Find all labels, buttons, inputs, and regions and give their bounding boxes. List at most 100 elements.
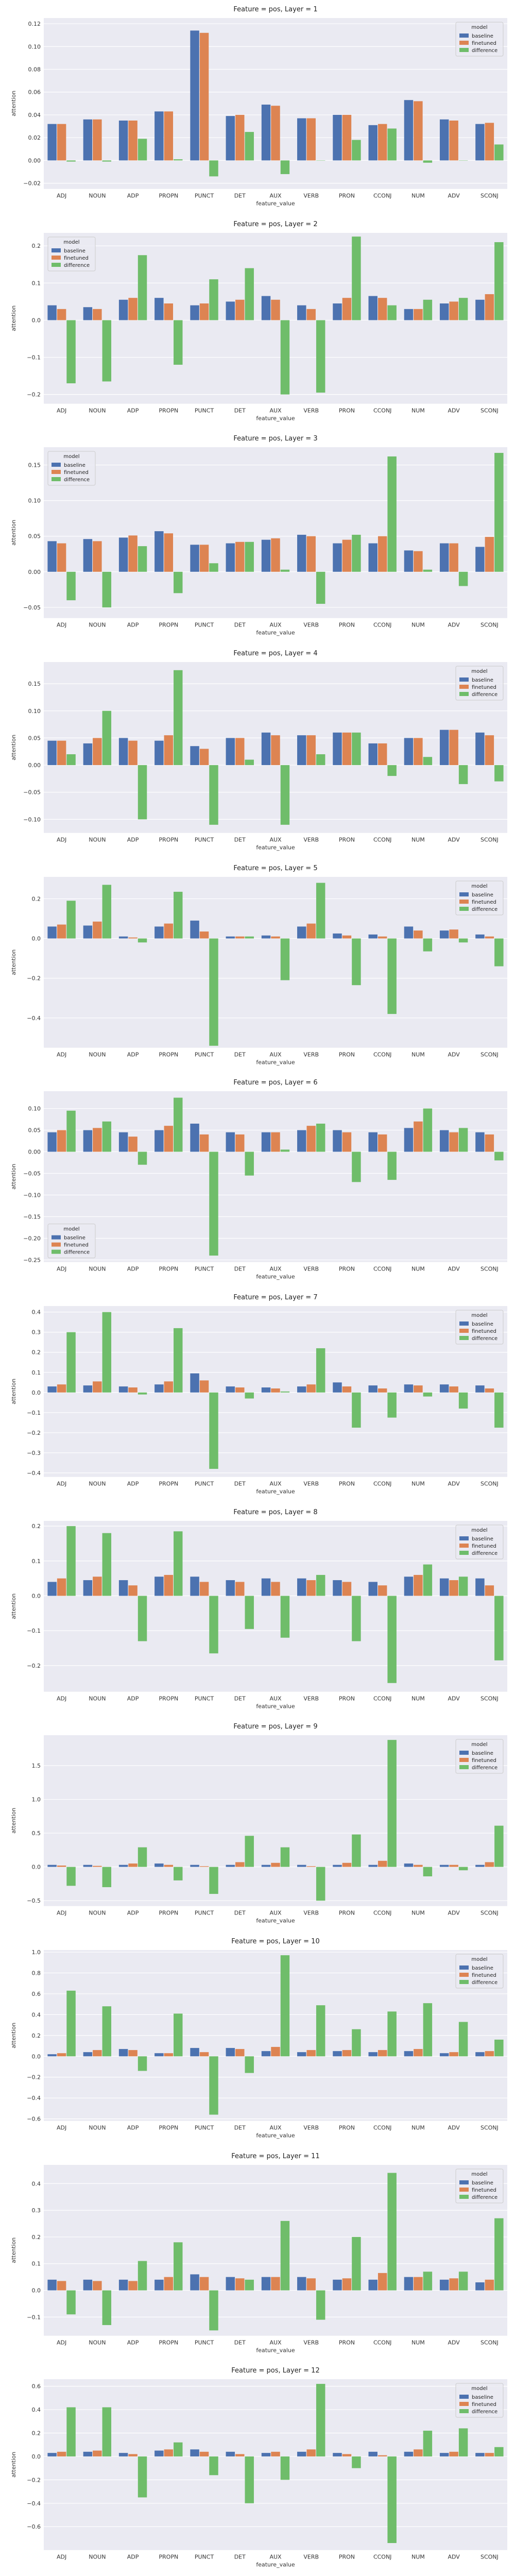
bar-difference-NOUN	[102, 2407, 112, 2457]
legend-entry: finetuned	[472, 2402, 496, 2408]
legend-swatch	[459, 1965, 469, 1970]
bar-finetuned-ADJ	[57, 2452, 66, 2457]
bar-finetuned-ADP	[128, 1387, 138, 1393]
x-tick-label: NOUN	[89, 1266, 106, 1273]
bar-baseline-PROPN	[154, 297, 164, 320]
bar-difference-ADV	[458, 1392, 468, 1409]
bar-difference-ADP	[138, 255, 147, 320]
bar-difference-PROPN	[174, 1867, 183, 1881]
legend-swatch	[459, 892, 469, 896]
x-tick-label: ADP	[127, 2554, 139, 2561]
bar-baseline-SCONJ	[475, 299, 485, 320]
x-tick-label: ADP	[127, 1266, 139, 1273]
legend-box	[455, 22, 504, 57]
bar-finetuned-SCONJ	[485, 2051, 494, 2057]
bar-difference-NUM	[423, 160, 433, 163]
bar-baseline-PUNCT	[190, 2048, 199, 2057]
bar-finetuned-VERB	[306, 2278, 316, 2291]
chart-title: Feature = pos, Layer = 4	[233, 650, 317, 657]
bar-difference-VERB	[316, 320, 325, 393]
y-tick-label: −0.05	[23, 1171, 41, 1177]
bar-baseline-ADJ	[47, 2279, 57, 2291]
bar-baseline-NOUN	[83, 743, 93, 766]
bar-baseline-PRON	[333, 2051, 342, 2057]
bar-difference-PRON	[352, 1392, 361, 1428]
bar-finetuned-ADV	[449, 121, 458, 161]
bar-finetuned-DET	[235, 936, 245, 939]
legend-swatch	[459, 906, 469, 911]
legend-box	[455, 2383, 504, 2418]
y-tick-label: 0.4	[32, 2406, 41, 2413]
y-tick-label: 0.06	[28, 89, 41, 96]
x-tick-label: SCONJ	[480, 2554, 499, 2561]
x-tick-label: NOUN	[89, 1051, 106, 1058]
bar-baseline-PUNCT	[190, 30, 199, 161]
bar-baseline-NOUN	[83, 2452, 93, 2457]
legend-swatch	[52, 262, 61, 267]
chart-panel-4: −0.10 −0.05 0.00 0.05 0.10 0.15 ADJ NOUN ADP PROP…	[10, 650, 507, 851]
y-tick-label: 0.15	[28, 681, 41, 687]
chart-panel-9: −0.5 0.0 0.5 1.0 1.5 ADJ NOUN ADP PROPN PUNCT DET A…	[10, 1723, 507, 1924]
bar-finetuned-SCONJ	[485, 2453, 494, 2457]
bar-difference-VERB	[316, 1867, 325, 1901]
legend-swatch	[459, 1336, 469, 1340]
x-tick-label: PUNCT	[195, 1266, 214, 1273]
bar-baseline-NUM	[404, 1863, 414, 1867]
bar-baseline-ADV	[439, 1578, 449, 1596]
y-tick-label: 0.1	[32, 1369, 41, 1376]
legend-box	[455, 1524, 504, 1560]
x-tick-label: AUX	[269, 1481, 282, 1487]
legend-box	[47, 1224, 96, 1259]
y-tick-label: 0.2	[32, 2430, 41, 2437]
legend-swatch	[459, 1751, 469, 1755]
bar-difference-DET	[245, 936, 254, 939]
bar-difference-NUM	[423, 570, 433, 572]
bar-finetuned-PUNCT	[199, 931, 209, 939]
y-axis-label: attention	[10, 1379, 17, 1404]
bar-baseline-ADJ	[47, 1132, 57, 1152]
plot-background	[44, 18, 507, 189]
bar-finetuned-NOUN	[93, 1128, 102, 1152]
legend-box	[455, 2168, 504, 2204]
bar-finetuned-AUX	[271, 106, 280, 161]
bar-finetuned-VERB	[306, 118, 316, 161]
x-tick-label: SCONJ	[480, 1266, 499, 1273]
bar-finetuned-NOUN	[93, 2050, 102, 2057]
bar-baseline-DET	[226, 301, 235, 320]
bar-difference-ADP	[138, 1392, 147, 1395]
bar-baseline-AUX	[261, 2051, 271, 2057]
x-tick-label: NUM	[411, 2125, 425, 2131]
bar-difference-PROPN	[174, 670, 183, 766]
x-tick-label: ADV	[448, 2125, 460, 2131]
legend-swatch	[52, 248, 61, 252]
legend-swatch	[459, 33, 469, 38]
bar-difference-ADJ	[66, 1111, 76, 1152]
chart-title: Feature = pos, Layer = 6	[233, 1079, 317, 1087]
x-tick-label: PROPN	[159, 837, 178, 843]
legend-swatch	[459, 41, 469, 45]
bar-difference-VERB	[316, 754, 325, 766]
bar-finetuned-PRON	[342, 2278, 352, 2291]
x-tick-label: AUX	[269, 1051, 282, 1058]
legend-swatch	[52, 1249, 61, 1254]
y-tick-label: 0.1	[32, 280, 41, 286]
bar-finetuned-ADV	[449, 1132, 458, 1152]
bar-difference-DET	[245, 2056, 254, 2073]
bar-difference-AUX	[280, 1149, 290, 1152]
bar-difference-PUNCT	[209, 765, 218, 825]
legend-entry: difference	[64, 1250, 90, 1256]
bar-finetuned-NOUN	[93, 1576, 102, 1596]
bar-baseline-CCONJ	[368, 1385, 377, 1393]
bar-difference-DET	[245, 1596, 254, 1629]
legend-entry: difference	[472, 692, 497, 698]
bar-finetuned-AUX	[271, 538, 280, 572]
bar-baseline-ADV	[439, 930, 449, 939]
legend-entry: difference	[64, 477, 90, 483]
bar-difference-PRON	[352, 140, 361, 161]
bar-baseline-ADV	[439, 2053, 449, 2057]
bar-finetuned-AUX	[271, 1132, 280, 1152]
y-tick-label: 0.2	[32, 2234, 41, 2241]
chart-title: Feature = pos, Layer = 1	[233, 6, 317, 13]
x-tick-label: AUX	[269, 1266, 282, 1273]
y-tick-label: 0.2	[32, 1349, 41, 1356]
